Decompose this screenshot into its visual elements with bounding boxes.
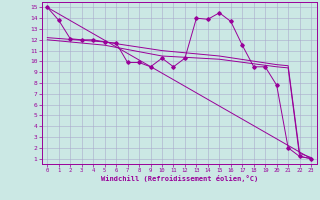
X-axis label: Windchill (Refroidissement éolien,°C): Windchill (Refroidissement éolien,°C) bbox=[100, 175, 258, 182]
